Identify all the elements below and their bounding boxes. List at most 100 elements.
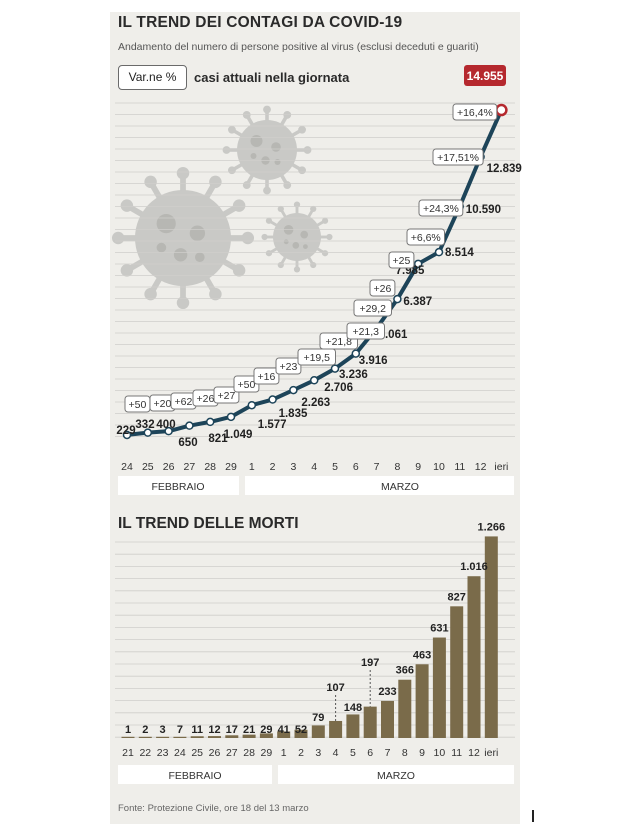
line-month-label-febbraio: FEBBRAIO	[151, 481, 204, 493]
line-month-band-marzo	[245, 476, 514, 495]
line-variation-box	[388, 251, 415, 269]
bar-value-label: 11	[191, 724, 203, 736]
line-x-tick-label: 29	[225, 461, 237, 473]
line-value-label: 2.263	[301, 397, 330, 409]
line-variation-box	[406, 228, 445, 246]
line-value-label: 1.835	[279, 408, 308, 420]
line-x-tick-label: 4	[311, 461, 317, 473]
line-variation-label: +50	[238, 379, 256, 391]
bar-x-tick-label: 1	[281, 747, 287, 759]
line-data-point	[495, 103, 508, 117]
line-x-tick-label: 11	[454, 461, 465, 473]
virus-illustration-medium	[222, 105, 312, 195]
line-chart-title: IL TREND DEI CONTAGI DA COVID-19	[118, 14, 403, 31]
bar-value-label: 2	[142, 724, 148, 736]
line-variation-box	[353, 299, 392, 317]
line-x-tick-label: 10	[433, 461, 445, 473]
line-value-label: 400	[156, 419, 175, 431]
line-x-tick-label: 8	[394, 461, 400, 473]
line-value-label: 12.839	[487, 163, 522, 175]
bar-x-tick-label: 7	[385, 747, 391, 759]
bar-chart-bar	[329, 720, 343, 738]
bar-value-label: 29	[260, 724, 272, 736]
source-note: Fonte: Protezione Civile, ore 18 del 13 …	[118, 803, 309, 814]
bar-value-label: 17	[226, 724, 238, 736]
line-variation-label: +26	[197, 393, 215, 405]
line-variation-label: +21,8	[325, 336, 352, 348]
bar-month-label-marzo: MARZO	[377, 770, 415, 782]
bar-chart-bar	[208, 736, 221, 738]
bar-chart-bar	[467, 576, 481, 738]
line-variation-label: +6,6%	[411, 232, 441, 244]
bar-value-label: 1.016	[460, 561, 488, 573]
line-data-point	[330, 364, 340, 373]
line-variation-label: +16	[258, 371, 276, 383]
line-x-tick-label: 2	[270, 461, 276, 473]
legend-variation-box: Var.ne %	[118, 65, 187, 90]
line-variation-label: +21,3	[352, 326, 379, 338]
bar-chart-bar	[432, 637, 446, 738]
bar-value-label: 463	[413, 649, 431, 661]
line-variation-label: +62	[175, 396, 193, 408]
bar-value-label: 197	[361, 657, 379, 669]
bar-value-label: 148	[344, 702, 362, 714]
bar-x-tick-label: 29	[261, 747, 273, 759]
bar-x-tick-label: 8	[402, 747, 408, 759]
bar-x-tick-label: 28	[243, 747, 255, 759]
line-x-tick-label: 26	[163, 461, 175, 473]
line-variation-box	[297, 348, 336, 366]
bar-x-tick-label: 25	[191, 747, 203, 759]
line-data-point	[247, 400, 257, 410]
line-variation-label: +25	[393, 255, 411, 267]
line-value-label: 6.387	[403, 296, 432, 308]
legend-text: casi attuali nella giornata	[194, 70, 350, 85]
line-value-label: 5.061	[379, 329, 408, 341]
bar-x-tick-label: 23	[157, 747, 169, 759]
bar-x-tick-label: 27	[226, 747, 238, 759]
line-data-point	[164, 426, 173, 436]
line-month-label-marzo: MARZO	[381, 481, 419, 493]
bar-chart-bar	[484, 536, 498, 738]
line-chart-subtitle: Andamento del numero di persone positive…	[118, 41, 479, 53]
line-variation-label: +23	[280, 361, 298, 373]
bar-value-label: 21	[243, 724, 255, 736]
bar-x-tick-label: ieri	[484, 747, 498, 759]
line-x-tick-label: 1	[249, 461, 255, 473]
line-x-tick-label: 28	[204, 461, 216, 473]
bar-value-label: 1	[125, 724, 131, 736]
bar-chart-bar	[450, 606, 464, 738]
line-last-value-badge	[464, 65, 506, 86]
bar-value-label: 12	[208, 724, 220, 736]
line-value-label: 1.049	[224, 429, 253, 441]
line-value-label: 332	[135, 419, 154, 431]
bar-chart-bar	[173, 736, 187, 738]
bar-x-tick-label: 21	[122, 747, 134, 759]
bar-chart-bar	[363, 706, 377, 738]
bar-chart-bar	[242, 734, 256, 738]
line-variation-label: +27	[218, 390, 236, 402]
bar-x-tick-label: 12	[468, 747, 480, 759]
bar-chart-bar	[138, 736, 152, 738]
bar-month-band-marzo	[278, 765, 514, 784]
line-data-point	[143, 428, 153, 437]
bar-chart-bar	[156, 736, 170, 738]
line-x-tick-label: 27	[184, 461, 196, 473]
bar-value-label: 1.266	[478, 521, 506, 533]
line-data-point	[351, 349, 361, 358]
bar-x-tick-label: 26	[209, 747, 221, 759]
line-data-point	[434, 247, 444, 257]
bar-value-label: 631	[430, 623, 448, 635]
bar-x-tick-label: 6	[367, 747, 373, 759]
bar-value-label: 3	[160, 724, 166, 736]
virus-illustration-large	[111, 166, 255, 310]
bar-chart-bar	[381, 700, 394, 738]
line-data-point	[268, 395, 277, 404]
line-variation-label: +26	[374, 283, 392, 295]
text-cursor	[532, 810, 534, 822]
line-variation-box	[253, 367, 280, 385]
bar-value-label: 7	[177, 724, 183, 736]
line-x-tick-label: 3	[290, 461, 296, 473]
bar-x-tick-label: 3	[315, 747, 321, 759]
line-x-tick-label: ieri	[494, 461, 508, 473]
